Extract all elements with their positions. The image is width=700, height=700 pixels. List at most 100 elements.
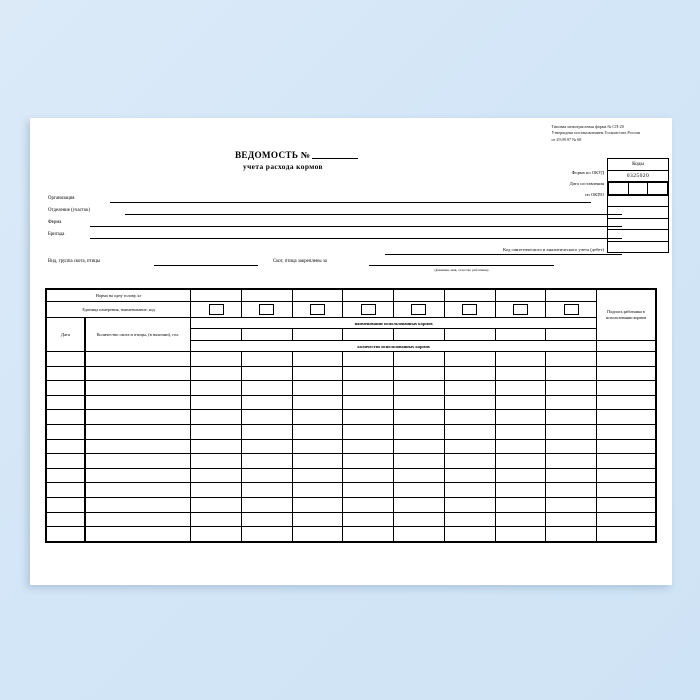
cell-feed-3[interactable] (291, 423, 344, 440)
norm-cell-5[interactable] (393, 288, 445, 302)
unit-codebox-2[interactable] (259, 304, 275, 315)
org-input-farm[interactable] (90, 226, 622, 227)
cell-count[interactable] (83, 423, 192, 440)
cell-feed-4[interactable] (342, 380, 395, 396)
cell-feed-3[interactable] (291, 526, 344, 543)
cell-feed-1[interactable] (190, 482, 242, 498)
cell-feed-4[interactable] (342, 394, 395, 411)
cell-feed-2[interactable] (240, 526, 293, 543)
cell-feed-3[interactable] (291, 511, 344, 528)
unit-codebox-5[interactable] (411, 304, 427, 315)
norm-cell-6[interactable] (443, 288, 496, 302)
cell-count[interactable] (83, 351, 192, 367)
cell-signature[interactable] (596, 453, 658, 469)
unit-code-cell-4[interactable] (342, 301, 395, 318)
cell-feed-3[interactable] (291, 380, 344, 396)
date-cell-month[interactable] (627, 182, 649, 195)
org-input-department[interactable] (125, 214, 622, 215)
cell-feed-5[interactable] (393, 351, 445, 367)
feed-name-cell-4[interactable] (342, 328, 395, 341)
cell-count[interactable] (83, 511, 192, 528)
codes-empty-cell-4[interactable] (607, 240, 669, 253)
cell-signature[interactable] (596, 365, 658, 382)
cell-feed-8[interactable] (545, 409, 598, 425)
cell-feed-4[interactable] (342, 511, 395, 528)
cell-date[interactable] (45, 409, 86, 425)
cell-count[interactable] (83, 365, 192, 382)
okud-value[interactable]: 0325020 (607, 169, 669, 182)
cell-feed-2[interactable] (240, 380, 293, 396)
cell-feed-1[interactable] (190, 380, 242, 396)
cell-feed-5[interactable] (393, 438, 445, 455)
feed-name-cell-7[interactable] (494, 328, 547, 341)
cell-feed-8[interactable] (545, 438, 598, 455)
unit-code-cell-8[interactable] (545, 301, 598, 318)
cell-feed-8[interactable] (545, 380, 598, 396)
cell-count[interactable] (83, 409, 192, 425)
unit-code-cell-7[interactable] (494, 301, 547, 318)
cell-feed-6[interactable] (443, 409, 496, 425)
cell-feed-1[interactable] (190, 496, 242, 513)
unit-code-cell-5[interactable] (393, 301, 445, 318)
cell-feed-7[interactable] (494, 482, 547, 498)
cell-date[interactable] (45, 438, 86, 455)
cell-feed-8[interactable] (545, 365, 598, 382)
date-cell-year[interactable] (647, 182, 668, 195)
unit-codebox-6[interactable] (462, 304, 478, 315)
cell-feed-6[interactable] (443, 482, 496, 498)
cell-date[interactable] (45, 351, 86, 367)
cell-feed-4[interactable] (342, 467, 395, 484)
cell-feed-5[interactable] (393, 394, 445, 411)
cell-feed-7[interactable] (494, 365, 547, 382)
cell-signature[interactable] (596, 423, 658, 440)
cell-feed-5[interactable] (393, 423, 445, 440)
cell-feed-8[interactable] (545, 453, 598, 469)
cell-feed-2[interactable] (240, 511, 293, 528)
cell-feed-2[interactable] (240, 351, 293, 367)
input-livestock-kind[interactable] (154, 265, 258, 266)
cell-feed-6[interactable] (443, 394, 496, 411)
cell-feed-3[interactable] (291, 409, 344, 425)
cell-feed-2[interactable] (240, 423, 293, 440)
cell-signature[interactable] (596, 482, 658, 498)
cell-feed-2[interactable] (240, 467, 293, 484)
cell-count[interactable] (83, 380, 192, 396)
cell-feed-2[interactable] (240, 394, 293, 411)
cell-feed-5[interactable] (393, 526, 445, 543)
cell-feed-7[interactable] (494, 394, 547, 411)
cell-feed-4[interactable] (342, 409, 395, 425)
cell-feed-5[interactable] (393, 511, 445, 528)
okpo-cell[interactable] (607, 194, 669, 207)
cell-date[interactable] (45, 453, 86, 469)
input-assigned-to[interactable] (369, 265, 554, 266)
norm-cell-4[interactable] (342, 288, 395, 302)
cell-feed-7[interactable] (494, 409, 547, 425)
cell-signature[interactable] (596, 409, 658, 425)
cell-signature[interactable] (596, 380, 658, 396)
codes-empty-cell-1[interactable] (607, 206, 669, 219)
cell-feed-8[interactable] (545, 511, 598, 528)
cell-feed-7[interactable] (494, 380, 547, 396)
cell-feed-5[interactable] (393, 467, 445, 484)
cell-signature[interactable] (596, 351, 658, 367)
unit-code-cell-6[interactable] (443, 301, 496, 318)
cell-feed-4[interactable] (342, 365, 395, 382)
cell-feed-1[interactable] (190, 467, 242, 484)
cell-feed-2[interactable] (240, 438, 293, 455)
cell-feed-7[interactable] (494, 511, 547, 528)
feed-name-cell-6[interactable] (443, 328, 496, 341)
feed-name-cell-3[interactable] (291, 328, 344, 341)
norm-cell-1[interactable] (190, 288, 242, 302)
cell-feed-6[interactable] (443, 423, 496, 440)
cell-feed-4[interactable] (342, 453, 395, 469)
unit-code-cell-1[interactable] (190, 301, 242, 318)
cell-feed-3[interactable] (291, 438, 344, 455)
cell-date[interactable] (45, 526, 86, 543)
cell-date[interactable] (45, 365, 86, 382)
cell-count[interactable] (83, 496, 192, 513)
cell-feed-4[interactable] (342, 482, 395, 498)
cell-feed-1[interactable] (190, 423, 242, 440)
feed-name-cell-2[interactable] (240, 328, 293, 341)
cell-feed-3[interactable] (291, 482, 344, 498)
org-input-brigade[interactable] (90, 238, 622, 239)
